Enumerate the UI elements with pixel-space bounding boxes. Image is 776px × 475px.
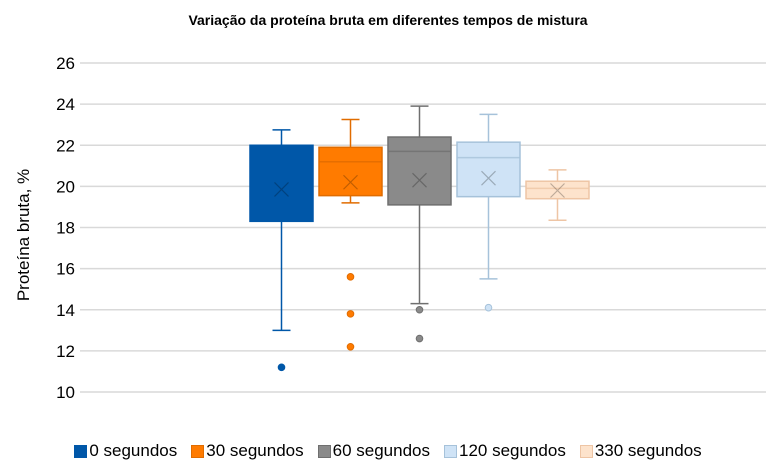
y-tick-label: 22 — [56, 136, 75, 155]
legend-item: 120 segundos — [444, 441, 566, 461]
outlier-point — [346, 273, 355, 281]
legend-swatch — [444, 444, 457, 458]
legend-item: 30 segundos — [191, 441, 304, 461]
legend-label: 120 segundos — [459, 441, 566, 460]
outlier-point — [277, 363, 286, 372]
y-tick-label: 26 — [56, 54, 75, 73]
y-tick-label: 14 — [56, 301, 75, 320]
y-tick-label: 16 — [56, 260, 75, 279]
outlier-point — [415, 305, 424, 314]
y-tick-label: 20 — [56, 177, 75, 196]
legend-swatch — [579, 444, 593, 458]
outlier-point — [484, 303, 493, 312]
mean-marker — [343, 174, 358, 190]
legend-item: 0 segundos — [74, 441, 177, 461]
y-tick-label: 18 — [56, 219, 75, 238]
outlier-point — [346, 310, 355, 318]
legend: 0 segundos 30 segundos 60 segundos 120 segu… — [0, 441, 776, 461]
y-tick-label: 24 — [56, 95, 75, 114]
box-120-segundos — [456, 141, 521, 198]
chart-title: Variação da proteína bruta em diferentes… — [188, 12, 588, 28]
y-tick-label: 12 — [56, 342, 75, 361]
legend-label: 30 segundos — [206, 441, 304, 460]
box-0-segundos — [249, 144, 314, 223]
mean-marker — [412, 172, 427, 188]
y-tick-label: 10 — [56, 383, 75, 402]
legend-item: 330 segundos — [579, 441, 702, 461]
legend-swatch — [74, 444, 88, 458]
box-60-segundos — [387, 136, 452, 206]
legend-label: 0 segundos — [89, 441, 178, 460]
mean-marker — [274, 182, 289, 197]
box-330-segundos — [525, 180, 590, 200]
mean-marker — [550, 183, 565, 198]
legend-swatch — [317, 444, 331, 458]
legend-swatch — [191, 444, 205, 458]
mean-marker — [481, 170, 496, 186]
legend-item: 60 segundos — [317, 441, 430, 461]
outlier-point — [415, 334, 424, 343]
box-30-segundos — [318, 146, 383, 197]
legend-label: 60 segundos — [332, 441, 430, 460]
legend-label: 330 segundos — [594, 441, 702, 460]
outlier-point — [346, 342, 355, 351]
